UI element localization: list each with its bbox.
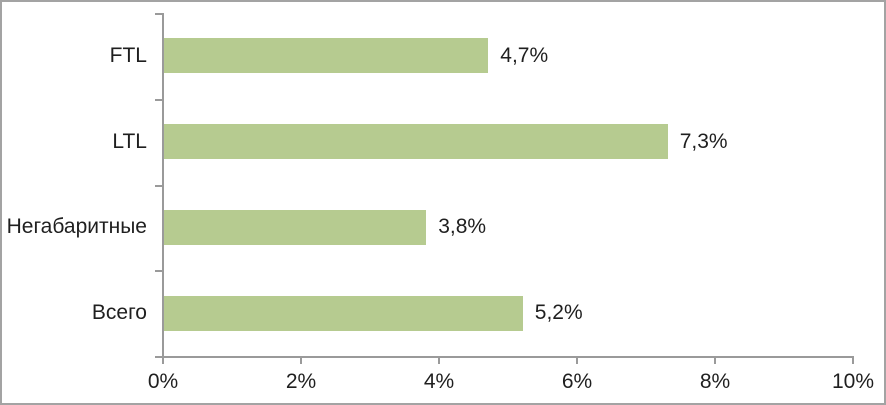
bar-всего xyxy=(164,295,523,331)
x-axis-tick xyxy=(576,358,578,364)
y-axis-tick xyxy=(155,98,162,101)
x-axis-tick xyxy=(714,358,716,364)
category-label-ltl: LTL xyxy=(112,129,147,153)
x-axis-tick-label: 6% xyxy=(561,370,593,393)
value-label-всего: 5,2% xyxy=(534,301,583,325)
y-axis-tick xyxy=(155,356,162,358)
x-axis-tick-label: 4% xyxy=(423,370,455,393)
x-axis-line xyxy=(162,356,854,358)
value-label-негабаритные: 3,8% xyxy=(438,215,487,239)
value-label-ftl: 4,7% xyxy=(500,43,549,67)
y-axis-tick xyxy=(155,270,162,273)
y-axis-tick xyxy=(155,184,162,187)
bar-ftl xyxy=(164,38,489,74)
x-axis-tick xyxy=(162,358,164,364)
y-axis-tick xyxy=(155,13,162,15)
y-axis-line xyxy=(162,13,164,356)
category-label-негабаритные: Негабаритные xyxy=(6,215,147,239)
x-axis-tick-label: 8% xyxy=(699,370,731,393)
category-label-всего: Всего xyxy=(91,301,147,325)
x-axis-tick-label: 0% xyxy=(147,370,179,393)
category-label-ftl: FTL xyxy=(109,43,147,67)
value-label-ltl: 7,3% xyxy=(679,129,728,153)
bar-ltl xyxy=(164,124,668,160)
x-axis-tick xyxy=(300,358,302,364)
x-axis-tick xyxy=(438,358,440,364)
x-axis-tick xyxy=(852,358,854,364)
x-axis-tick-label: 2% xyxy=(285,370,317,393)
x-axis-tick-label: 10% xyxy=(831,370,875,393)
bar-негабаритные xyxy=(164,209,427,245)
